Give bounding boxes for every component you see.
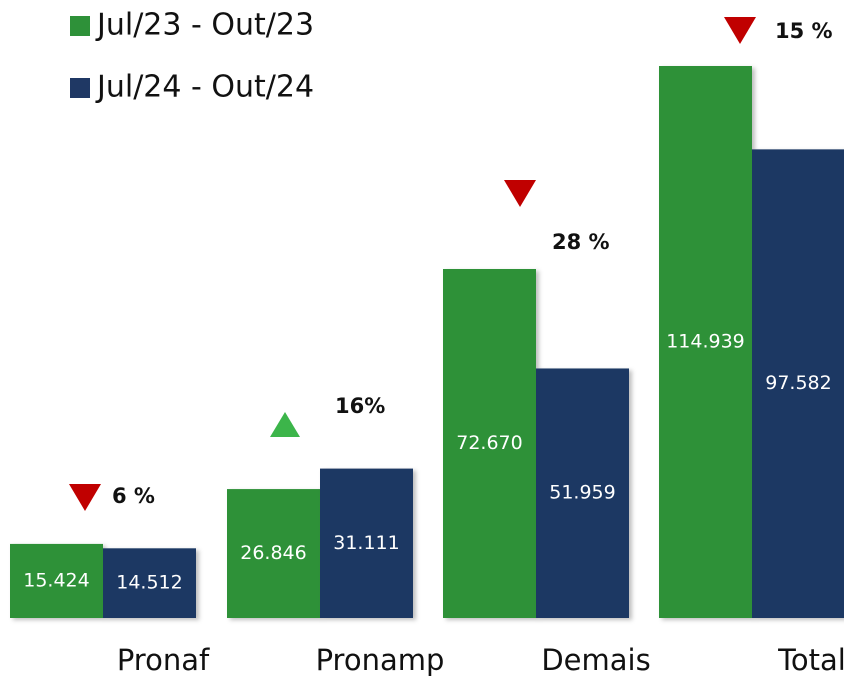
bar	[320, 468, 413, 618]
change-label: 16%	[335, 394, 385, 418]
x-tick-label: Pronaf	[117, 643, 210, 677]
x-tick-label: Total	[777, 643, 844, 677]
change-arrow	[270, 412, 300, 437]
value-label: 26.846	[240, 542, 306, 564]
value-label: 51.959	[549, 482, 615, 504]
bar	[752, 149, 844, 618]
bar	[443, 268, 536, 618]
bar	[536, 368, 629, 618]
bar	[227, 489, 320, 618]
bar	[10, 543, 103, 618]
value-label: 97.582	[765, 372, 831, 394]
x-tick-label: Demais	[541, 643, 650, 677]
change-label: 28 %	[552, 230, 610, 254]
bar	[103, 548, 196, 618]
change-label: 15 %	[775, 19, 833, 43]
change-arrow	[504, 180, 536, 207]
value-label: 15.424	[23, 569, 89, 591]
legend-label: Jul/23 - Out/23	[95, 8, 314, 43]
legend-label: Jul/24 - Out/24	[95, 70, 314, 105]
x-tick-label: Pronamp	[316, 643, 445, 677]
change-arrow	[69, 484, 101, 511]
legend-swatch	[70, 16, 90, 36]
value-label: 14.512	[116, 572, 182, 594]
bar	[659, 66, 752, 618]
legend-swatch	[70, 78, 90, 98]
value-label: 72.670	[456, 432, 522, 454]
value-label: 31.111	[333, 532, 399, 554]
change-arrow	[724, 17, 756, 44]
change-label: 6 %	[112, 484, 155, 508]
value-label: 114.939	[666, 331, 745, 353]
